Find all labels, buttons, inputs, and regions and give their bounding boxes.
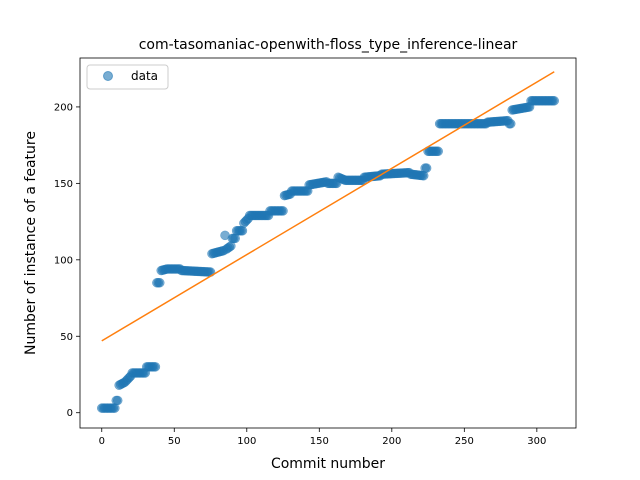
data-point xyxy=(550,96,559,105)
data-point xyxy=(113,396,122,405)
x-tick-label: 200 xyxy=(382,436,401,447)
x-tick-label: 150 xyxy=(310,436,329,447)
chart-title: com-tasomaniac-openwith-floss_type_infer… xyxy=(139,37,518,53)
y-tick-label: 200 xyxy=(54,102,73,113)
x-tick-label: 250 xyxy=(455,436,474,447)
legend: data xyxy=(87,65,168,89)
y-tick-label: 0 xyxy=(67,408,73,419)
data-point xyxy=(279,206,288,215)
y-tick-label: 50 xyxy=(60,332,73,343)
x-tick-label: 100 xyxy=(237,436,256,447)
y-axis-label: Number of instance of a feature xyxy=(23,131,39,355)
x-axis-label: Commit number xyxy=(271,456,385,472)
x-tick-label: 300 xyxy=(527,436,546,447)
y-tick-label: 100 xyxy=(54,255,73,266)
legend-marker xyxy=(104,72,113,81)
data-point xyxy=(434,147,443,156)
x-tick-label: 0 xyxy=(99,436,105,447)
data-point xyxy=(155,278,164,287)
data-point xyxy=(506,119,515,128)
data-point xyxy=(206,268,215,277)
legend-label: data xyxy=(131,69,158,83)
data-point xyxy=(422,164,431,173)
plot-area xyxy=(80,58,576,428)
data-point xyxy=(151,362,160,371)
y-tick-label: 150 xyxy=(54,179,73,190)
x-tick-label: 50 xyxy=(168,436,181,447)
